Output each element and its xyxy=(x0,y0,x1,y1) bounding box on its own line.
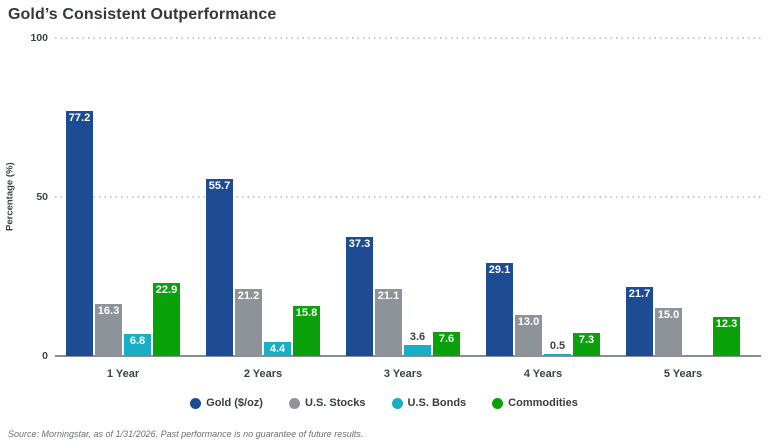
bar-slot-commodities-4-years: 7.3 xyxy=(573,38,600,356)
bar-gold-oz-4-years: 29.1 xyxy=(486,263,513,356)
bar-value-label: 21.1 xyxy=(377,290,400,302)
bar-gold-oz-1-year: 77.2 xyxy=(66,111,93,356)
bar-value-label: 15.8 xyxy=(295,307,318,319)
bar-u-s-stocks-1-year: 16.3 xyxy=(95,304,122,356)
legend-swatch-gold xyxy=(190,397,202,409)
bar-value-label: 37.3 xyxy=(348,238,371,250)
legend-label-us-bonds: U.S. Bonds xyxy=(407,397,467,409)
bar-slot-u-s-stocks-1-year: 16.3 xyxy=(95,38,122,356)
bar-value-label: 7.3 xyxy=(578,334,595,346)
bar-group-3-years: 37.3 21.1 3.6 7.6 xyxy=(346,38,460,356)
bar-value-label: 6.8 xyxy=(129,335,146,347)
bar-slot-u-s-stocks-5-years: 15.0 xyxy=(655,38,682,356)
bar-value-label: 12.3 xyxy=(715,318,738,330)
legend: Gold ($/oz) U.S. Stocks U.S. Bonds Commo… xyxy=(0,397,768,409)
bar-gold-oz-5-years: 21.7 xyxy=(626,287,653,356)
bar-slot-commodities-2-years: 15.8 xyxy=(293,38,320,356)
bar-slot-u-s-stocks-3-years: 21.1 xyxy=(375,38,402,356)
bar-commodities-1-year: 22.9 xyxy=(153,283,180,356)
bar-value-label: 3.6 xyxy=(409,331,426,343)
bar-slot-u-s-stocks-2-years: 21.2 xyxy=(235,38,262,356)
bar-slot-gold-oz-3-years: 37.3 xyxy=(346,38,373,356)
bar-u-s-stocks-3-years: 21.1 xyxy=(375,289,402,356)
bar-value-label: 7.6 xyxy=(438,333,455,345)
y-tick-100: 100 xyxy=(30,32,48,44)
x-category-label-5-years: 5 Years xyxy=(663,368,703,380)
bar-gold-oz-3-years: 37.3 xyxy=(346,237,373,356)
bar-slot-u-s-bonds-3-years: 3.6 xyxy=(404,38,431,356)
y-tick-50: 50 xyxy=(36,191,48,203)
bar-slot-gold-oz-1-year: 77.2 xyxy=(66,38,93,356)
bar-group-2-years: 55.7 21.2 4.4 15.8 xyxy=(206,38,320,356)
legend-item-commodities: Commodities xyxy=(492,397,578,409)
bar-group-4-years: 29.1 13.0 0.5 7.3 xyxy=(486,38,600,356)
x-category-label-4-years: 4 Years xyxy=(523,368,563,380)
bar-u-s-bonds-3-years xyxy=(404,345,431,356)
source-note: Source: Morningstar, as of 1/31/2026. Pa… xyxy=(8,429,364,439)
y-tick-0: 0 xyxy=(42,350,48,362)
x-category-label-3-years: 3 Years xyxy=(383,368,423,380)
bar-value-label: 0.5 xyxy=(549,340,566,352)
legend-item-us-stocks: U.S. Stocks xyxy=(288,397,366,409)
bar-slot-u-s-stocks-4-years: 13.0 xyxy=(515,38,542,356)
bar-value-label: 22.9 xyxy=(155,284,178,296)
bar-value-label: 21.2 xyxy=(237,290,260,302)
bar-value-label: 13.0 xyxy=(517,316,540,328)
plot-area: 100 50 0 77.2 16.3 6.8 22.9 1 Year 55.7 21.2 4.… xyxy=(30,32,761,380)
gridline-100 xyxy=(55,37,761,39)
bar-commodities-4-years: 7.3 xyxy=(573,333,600,356)
bar-u-s-stocks-5-years: 15.0 xyxy=(655,308,682,356)
bar-slot-commodities-1-year: 22.9 xyxy=(153,38,180,356)
bar-value-label: 29.1 xyxy=(488,264,511,276)
gridline-50 xyxy=(55,196,761,198)
legend-label-commodities: Commodities xyxy=(508,397,578,409)
bar-value-label: 55.7 xyxy=(208,180,231,192)
bar-value-label: 15.0 xyxy=(657,309,680,321)
legend-swatch-us-bonds xyxy=(391,397,403,409)
bar-u-s-stocks-2-years: 21.2 xyxy=(235,289,262,356)
legend-item-us-bonds: U.S. Bonds xyxy=(391,397,467,409)
bar-commodities-5-years: 12.3 xyxy=(713,317,740,356)
chart-title: Gold’s Consistent Outperformance xyxy=(8,6,277,23)
bar-u-s-stocks-4-years: 13.0 xyxy=(515,315,542,356)
bar-slot-gold-oz-4-years: 29.1 xyxy=(486,38,513,356)
bar-group-1-year: 77.2 16.3 6.8 22.9 xyxy=(66,38,180,356)
bar-slot-commodities-5-years: 12.3 xyxy=(713,38,740,356)
bar-value-label: 77.2 xyxy=(68,112,91,124)
bar-slot-gold-oz-5-years: 21.7 xyxy=(626,38,653,356)
legend-label-us-stocks: U.S. Stocks xyxy=(304,397,366,409)
legend-swatch-commodities xyxy=(492,397,504,409)
bar-slot-gold-oz-2-years: 55.7 xyxy=(206,38,233,356)
bar-commodities-2-years: 15.8 xyxy=(293,306,320,356)
bar-u-s-bonds-1-year: 6.8 xyxy=(124,334,151,356)
x-category-label-1-year: 1 Year xyxy=(106,368,140,380)
bar-slot-u-s-bonds-4-years: 0.5 xyxy=(544,38,571,356)
x-category-label-2-years: 2 Years xyxy=(243,368,283,380)
bar-value-label: 4.4 xyxy=(269,343,286,355)
bar-group-5-years: 21.7 15.0 12.3 xyxy=(626,38,740,356)
bar-commodities-3-years: 7.6 xyxy=(433,332,460,356)
bar-value-label: 16.3 xyxy=(97,305,120,317)
bar-value-label: 21.7 xyxy=(628,288,651,300)
legend-item-gold: Gold ($/oz) xyxy=(190,397,263,409)
bar-u-s-bonds-2-years: 4.4 xyxy=(264,342,291,356)
x-axis-line xyxy=(55,355,761,357)
bar-slot-commodities-3-years: 7.6 xyxy=(433,38,460,356)
bar-slot-u-s-bonds-1-year: 6.8 xyxy=(124,38,151,356)
bar-slot-u-s-bonds-2-years: 4.4 xyxy=(264,38,291,356)
legend-swatch-us-stocks xyxy=(288,397,300,409)
bar-gold-oz-2-years: 55.7 xyxy=(206,179,233,356)
bar-slot-u-s-bonds-5-years xyxy=(684,38,711,356)
bar-u-s-bonds-4-years xyxy=(544,354,571,356)
legend-label-gold: Gold ($/oz) xyxy=(206,397,263,409)
